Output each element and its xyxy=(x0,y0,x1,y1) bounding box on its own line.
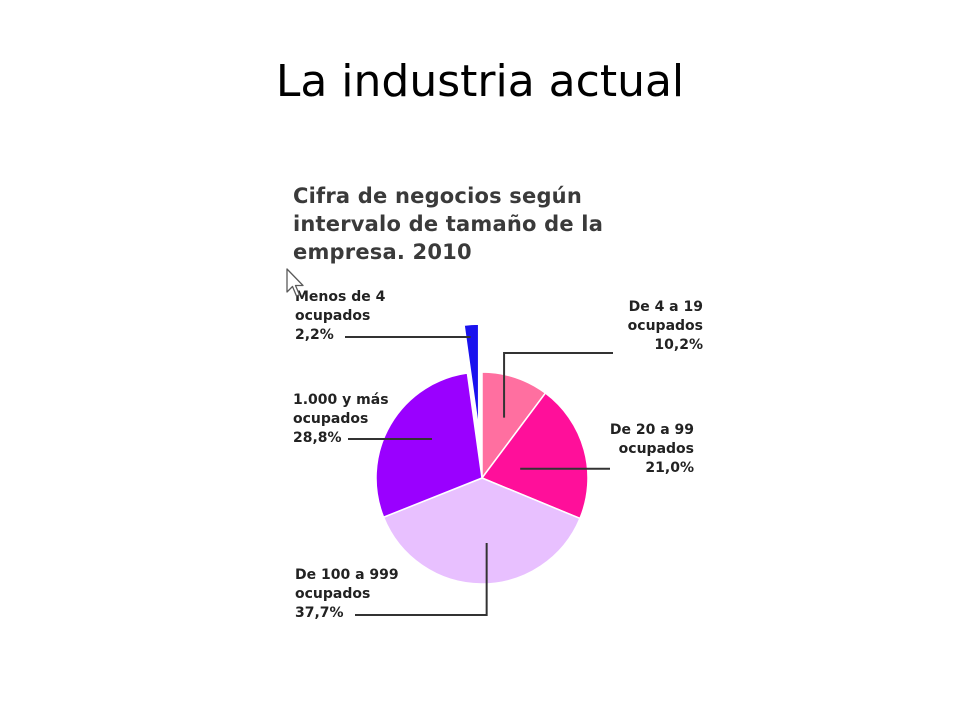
slice-label-line: ocupados xyxy=(293,411,369,427)
leader-line-de-100-a-999 xyxy=(355,542,488,616)
slice-label-line: 1.000 y más xyxy=(293,392,389,408)
slice-label-line: ocupados xyxy=(295,308,371,324)
slice-value-label: 10,2% xyxy=(654,337,703,353)
slice-value-label: 28,8% xyxy=(293,430,342,446)
pie-slice-5 xyxy=(463,323,480,431)
chart-title-line-1: Cifra de negocios según xyxy=(293,184,582,208)
slice-label-1000-y-mas: 1.000 y más ocupados 28,8% xyxy=(293,391,389,448)
chart-title-line-3: empresa. 2010 xyxy=(293,240,472,264)
slice-value-label: 2,2% xyxy=(295,327,334,343)
slice-label-de-100-a-999: De 100 a 999 ocupados 37,7% xyxy=(295,566,399,623)
chart-title-line-2: intervalo de tamaño de la xyxy=(293,212,604,236)
chart-title: Cifra de negocios según intervalo de tam… xyxy=(293,182,633,266)
pie-slices xyxy=(375,323,589,585)
slice-value-label: 21,0% xyxy=(645,460,694,476)
slice-label-line: De 20 a 99 xyxy=(609,422,694,438)
slice-label-line: De 100 a 999 xyxy=(295,567,399,583)
slice-label-line: ocupados xyxy=(627,318,703,334)
slice-label-menos-de-4: Menos de 4 ocupados 2,2% xyxy=(295,288,385,345)
pie-slice-3 xyxy=(382,477,581,585)
slice-label-line: Menos de 4 xyxy=(295,289,386,305)
leader-line-de-4-a-19 xyxy=(503,352,613,418)
slice-label-de-20-a-99: De 20 a 99 ocupados 21,0% xyxy=(610,421,694,478)
pie-chart xyxy=(345,323,613,616)
slice-value-label: 37,7% xyxy=(295,605,344,621)
chart-panel: Cifra de negocios según intervalo de tam… xyxy=(280,176,720,636)
slice-label-de-4-a-19: De 4 a 19 ocupados 10,2% xyxy=(628,298,703,355)
slice-label-line: ocupados xyxy=(295,586,371,602)
slide-title: La industria actual xyxy=(275,56,685,107)
slice-label-line: ocupados xyxy=(618,441,694,457)
pie-slice-2 xyxy=(480,392,589,520)
mouse-pointer-icon xyxy=(286,268,304,297)
slice-label-line: De 4 a 19 xyxy=(628,299,703,315)
pie-slice-4 xyxy=(375,372,483,519)
leader-lines xyxy=(345,336,613,616)
